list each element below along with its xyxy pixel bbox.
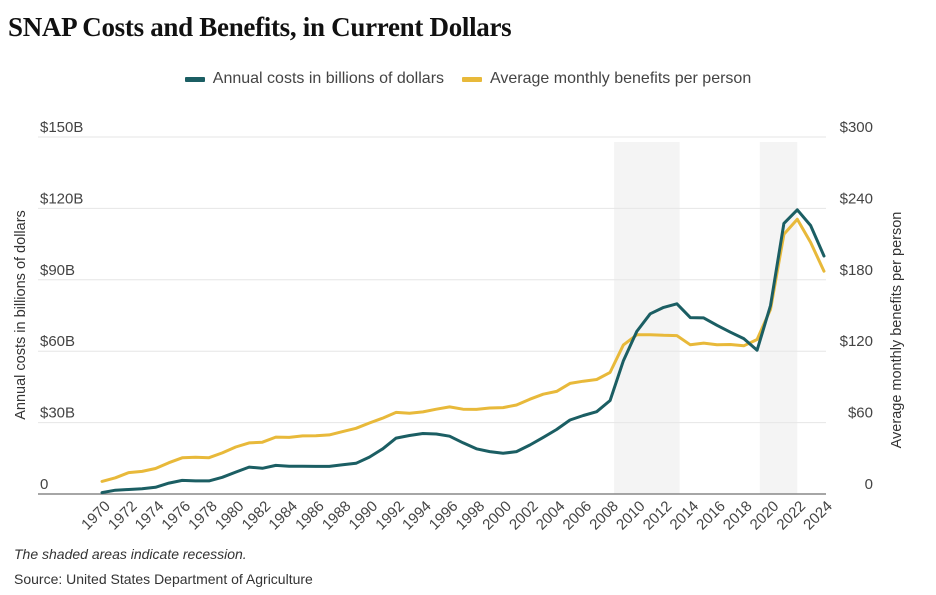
legend-label-costs: Annual costs in billions of dollars [212,70,445,87]
legend-label-benefits: Average monthly benefits per person [490,70,752,87]
legend-swatch-benefits [462,76,483,82]
x-tick-label: 1974 [132,498,168,534]
legend-swatch-costs [184,76,205,82]
x-tick-label: 2008 [586,498,622,534]
x-tick-label: 1992 [372,498,408,534]
legend-item-benefits: Average monthly benefits per person [462,70,751,88]
x-tick-label: 1996 [426,498,462,534]
right-tick-label: $120 [840,333,873,350]
x-tick-label: 1988 [319,498,355,534]
x-tick-label: 1970 [78,498,114,534]
source-credit: Source: United States Department of Agri… [14,571,313,587]
left-tick-label: 0 [40,476,48,493]
right-axis-ticks: 0 $60 $120 $180 $240 $300 [840,119,873,493]
x-tick-label: 2010 [613,498,649,534]
x-tick-label: 1990 [346,498,382,534]
recession-note: The shaded areas indicate recession. [14,546,247,562]
x-tick-label: 2016 [693,498,729,534]
x-tick-label: 1986 [292,498,328,534]
x-tick-label: 2000 [479,498,515,534]
left-tick-label: $30B [40,405,75,422]
left-tick-label: $90B [40,262,75,279]
x-tick-label: 2004 [533,498,569,534]
x-tick-label: 2022 [773,498,809,534]
chart-title: SNAP Costs and Benefits, in Current Doll… [8,12,512,42]
x-tick-label: 1994 [399,498,435,534]
x-tick-label: 1980 [212,498,248,534]
x-tick-label: 2020 [747,498,783,534]
series-line-costs [100,208,826,495]
x-tick-label: 1982 [239,498,275,534]
left-tick-label: $150B [40,119,83,136]
right-tick-label: $300 [840,119,873,136]
right-tick-label: $60 [848,405,873,422]
x-axis-ticks: 1970197219741976197819801982198419861988… [78,498,836,534]
series-lines [100,208,826,495]
right-tick-label: $240 [840,190,873,207]
right-tick-label: 0 [865,476,873,493]
legend: Annual costs in billions of dollars Aver… [0,70,936,88]
x-tick-label: 1984 [265,498,301,534]
x-tick-label: 2012 [640,498,676,534]
x-tick-label: 1972 [105,498,141,534]
left-axis-title: Annual costs in billions of dollars [13,210,29,420]
x-tick-label: 1978 [185,498,221,534]
x-tick-label: 2002 [506,498,542,534]
x-tick-label: 2014 [667,498,703,534]
x-tick-label: 2018 [720,498,756,534]
series-line-benefits [100,217,826,483]
x-tick-label: 2024 [800,498,836,534]
right-tick-label: $180 [840,262,873,279]
x-tick-label: 1976 [158,498,194,534]
left-axis-ticks: 0 $30B $60B $90B $120B $150B [40,119,83,493]
gridlines [38,136,826,495]
legend-item-costs: Annual costs in billions of dollars [184,70,445,88]
x-tick-label: 2006 [560,498,596,534]
right-axis-title: Average monthly benefits per person [889,212,905,449]
left-tick-label: $60B [40,333,75,350]
x-tick-label: 1998 [453,498,489,534]
left-tick-label: $120B [40,190,83,207]
